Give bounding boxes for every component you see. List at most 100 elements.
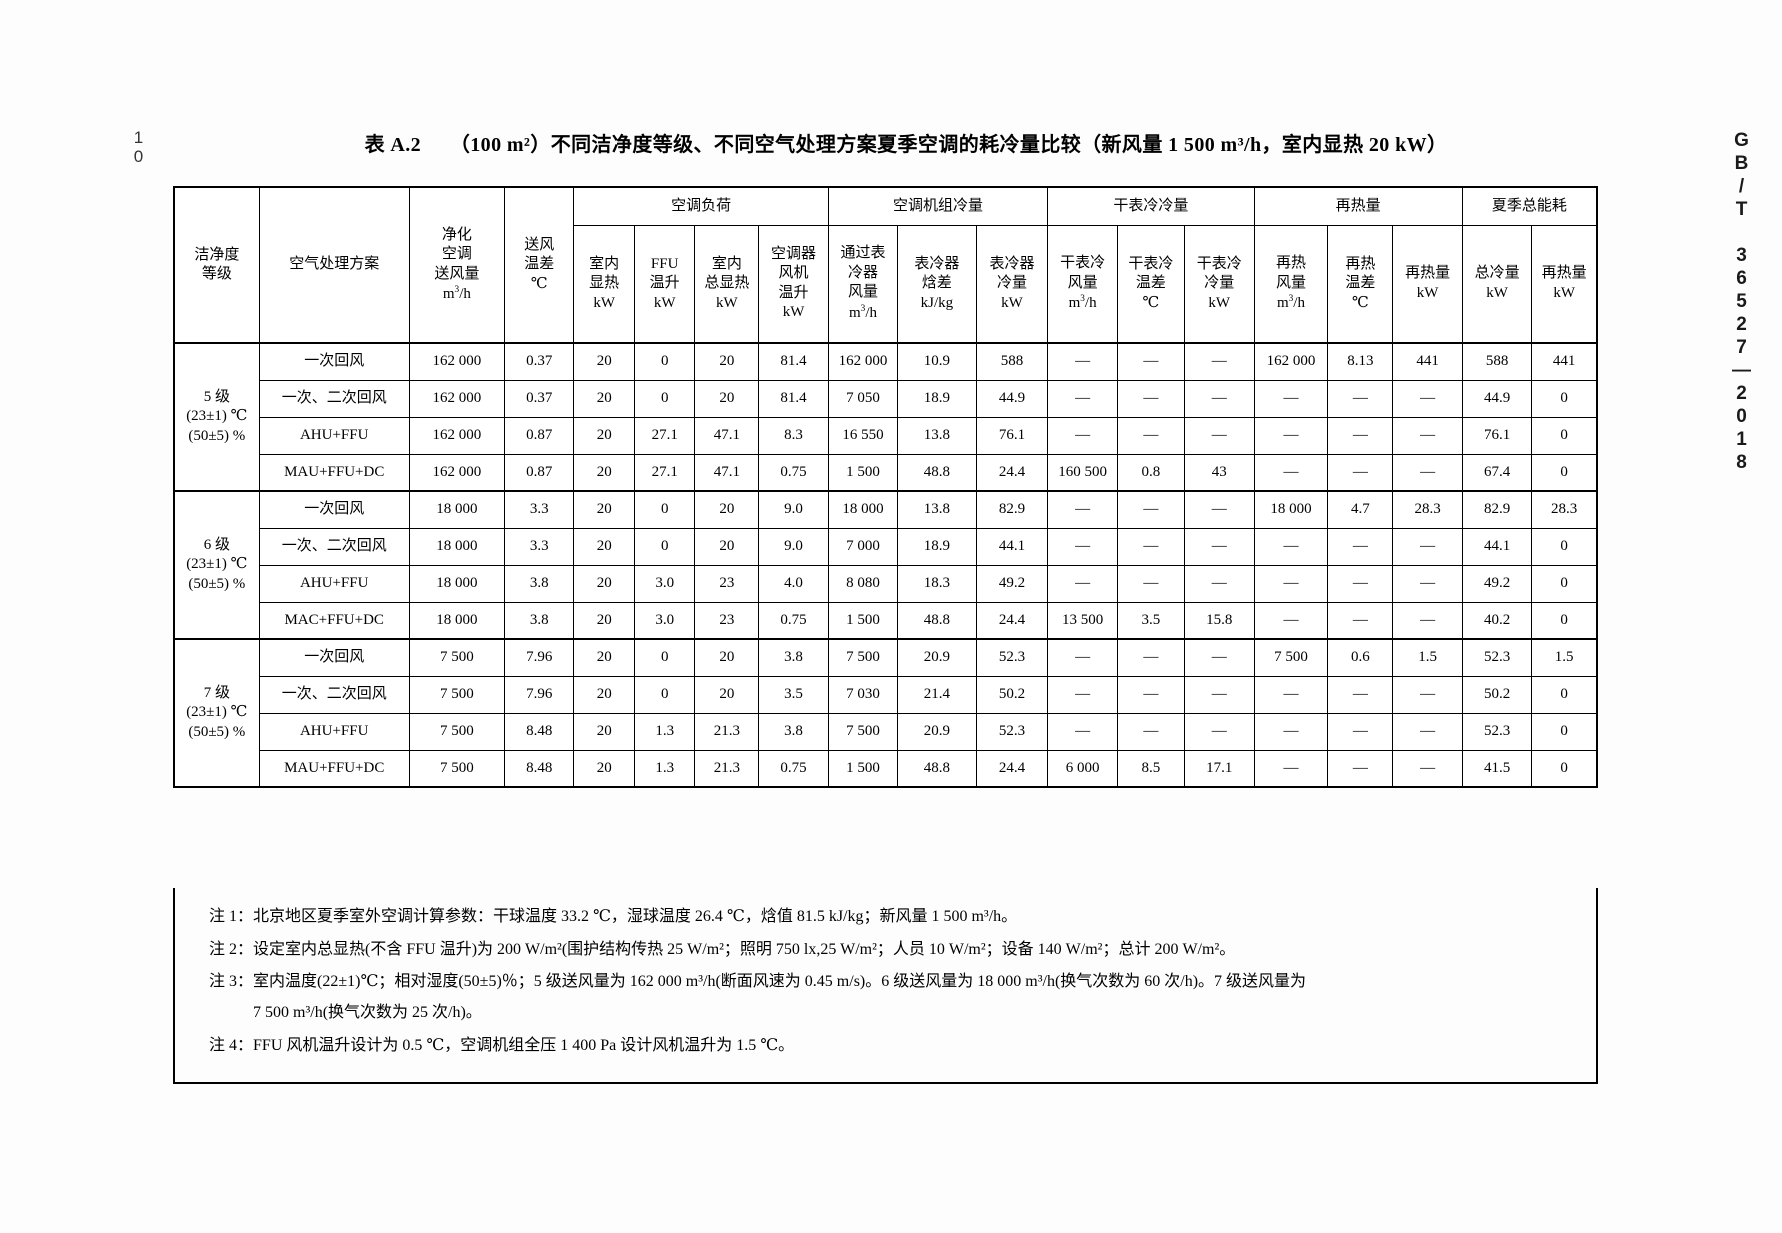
data-cell: — [1253,379,1329,418]
col-reheat-capacity: 再热量 kW [1392,224,1463,344]
data-cell: 20 [573,638,635,677]
table-title: 表 A.2 （100 m²）不同洁净度等级、不同空气处理方案夏季空调的耗冷量比较… [0,128,1782,157]
data-cell: — [1047,712,1118,751]
data-cell: 3.5 [758,675,829,714]
data-cell: 20 [573,416,635,455]
note-item: 注 3：室内温度(22±1)℃；相对湿度(50±5)％；5 级送风量为 162 … [209,967,1586,1028]
table-title-text: （100 m²）不同洁净度等级、不同空气处理方案夏季空调的耗冷量比较（新风量 1… [449,134,1448,156]
data-cell: 13.8 [897,490,977,529]
data-cell: 1.5 [1392,638,1463,677]
col-ac-fan-temp-rise: 空调器 风机 温升 kW [758,224,829,344]
data-cell: 82.9 [1461,490,1533,529]
data-cell: — [1327,379,1394,418]
data-cell: 52.3 [975,712,1049,751]
group-header-unit-cooling: 空调机组冷量 [827,186,1049,226]
data-cell: 24.4 [975,601,1049,640]
data-cell: — [1116,564,1186,603]
table-container: 洁净度 等级 空气处理方案 净化 空调 送风量 m3/h 送风 温差 [173,186,1598,788]
data-cell: 0.75 [758,601,829,640]
data-cell: — [1392,453,1463,492]
data-cell: — [1047,675,1118,714]
data-cell: 0 [1531,379,1598,418]
data-cell: — [1184,342,1255,381]
col-through-coil-airflow: 通过表 冷器 风量 m3/h [827,224,899,344]
data-cell: 20 [573,712,635,751]
data-cell: 0 [633,379,696,418]
data-cell: 0 [1531,675,1598,714]
data-cell: 7 000 [827,527,899,566]
col-dry-coil-airflow: 干表冷 风量 m3/h [1047,224,1118,344]
data-cell: 18 000 [408,601,505,640]
data-cell: 20 [694,675,760,714]
data-cell: 162 000 [1253,342,1329,381]
data-cell: 1 500 [827,453,899,492]
scheme-cell: MAU+FFU+DC [258,749,410,788]
note-text: 室内温度(22±1)℃；相对湿度(50±5)％；5 级送风量为 162 000 … [253,973,1307,991]
data-cell: 1 500 [827,601,899,640]
data-cell: 0 [1531,416,1598,455]
data-cell: 588 [975,342,1049,381]
scheme-cell: AHU+FFU [258,564,410,603]
data-cell: 8.48 [503,712,575,751]
data-cell: — [1253,527,1329,566]
table-title-prefix: 表 A.2 [364,134,422,156]
note-item: 注 2：设定室内总显热(不含 FFU 温升)为 200 W/m²(围护结构传热 … [209,935,1586,966]
data-cell: 3.8 [503,564,575,603]
scheme-cell: MAU+FFU+DC [258,453,410,492]
cleanliness-level-cell: 6 级 (23±1) ℃ (50±5) % [173,490,260,640]
data-cell: — [1327,416,1394,455]
data-cell: — [1116,416,1186,455]
data-cell: 52.3 [975,638,1049,677]
data-cell: — [1253,712,1329,751]
data-cell: 27.1 [633,416,696,455]
data-cell: 49.2 [975,564,1049,603]
data-cell: 13 500 [1047,601,1118,640]
data-cell: 0 [633,675,696,714]
data-cell: 82.9 [975,490,1049,529]
data-cell: 20 [573,527,635,566]
data-cell: 7.96 [503,675,575,714]
data-cell: 20.9 [897,638,977,677]
table-row: 5 级 (23±1) ℃ (50±5) % 一次回风 162 000 0.37 20 0 20 8… [173,342,1598,492]
data-cell: — [1327,564,1394,603]
data-cell: 0.37 [503,379,575,418]
level-line: 7 级 [203,684,230,701]
page-number: 10 [129,128,148,166]
data-cell: 20 [573,749,635,788]
unit-m3h-2: m3/h [848,303,877,321]
table-row: AHU+FFU 162 000 0.87 20 27.1 47.1 8.3 16 550 13.… [174,416,1598,455]
table-row: MAU+FFU+DC 7 500 8.48 20 1.3 21.3 0.75 1 500 48.… [174,749,1598,788]
data-cell: 20 [573,564,635,603]
data-cell: 0.75 [758,453,829,492]
data-cell: 15.8 [1184,601,1255,640]
note-text: 设定室内总显热(不含 FFU 温升)为 200 W/m²(围护结构传热 25 W… [253,940,1236,958]
unit-m3h: m3/h [442,285,471,302]
data-cell: 18 000 [408,564,505,603]
data-cell: 162 000 [408,416,505,455]
data-cell: — [1392,527,1463,566]
data-cell: — [1184,379,1255,418]
scheme-cell: AHU+FFU [258,712,410,751]
data-cell: 8.13 [1327,342,1394,381]
data-cell: 43 [1184,453,1255,492]
data-cell: 20 [694,342,760,381]
level-line: (50±5) % [188,723,246,740]
data-cell: 20 [694,527,760,566]
data-cell: — [1184,416,1255,455]
data-cell: — [1253,749,1329,788]
data-cell: 47.1 [694,453,760,492]
col-air-handling-scheme: 空气处理方案 [258,186,410,344]
data-cell: — [1184,712,1255,751]
data-cell: — [1116,490,1186,529]
data-cell: 6 000 [1047,749,1118,788]
data-cell: — [1047,416,1118,455]
data-cell: — [1047,342,1118,381]
data-cell: 8.48 [503,749,575,788]
col-purified-air-volume: 净化 空调 送风量 m3/h [408,186,505,344]
data-cell: — [1327,712,1394,751]
data-cell: 50.2 [975,675,1049,714]
data-cell: 44.9 [975,379,1049,418]
data-cell: 0 [1531,453,1598,492]
data-cell: 76.1 [1461,416,1533,455]
